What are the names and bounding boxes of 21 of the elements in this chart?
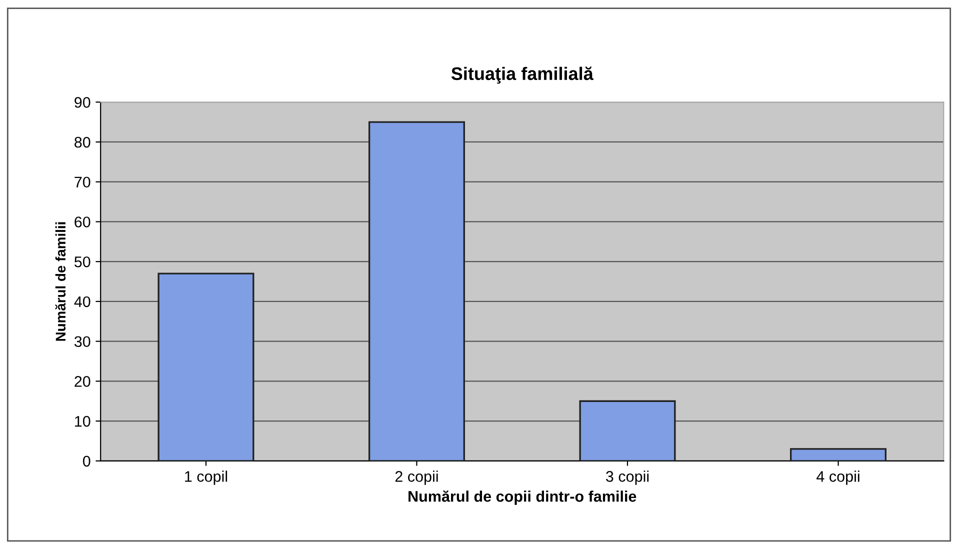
x-tick-label: 2 copii xyxy=(395,470,438,485)
y-tick-label: 90 xyxy=(74,96,90,108)
y-tick-label: 20 xyxy=(74,376,90,387)
y-tick-label: 50 xyxy=(74,256,90,268)
chart-title: Situaţia familială xyxy=(451,66,594,84)
x-tick-label: 3 copii xyxy=(606,470,649,485)
x-tick-label: 4 copii xyxy=(816,470,860,485)
y-tick-label: 10 xyxy=(75,416,90,427)
y-axis-title: Numărul de familii xyxy=(55,222,66,341)
bar xyxy=(790,448,887,461)
y-tick-label: 30 xyxy=(74,336,90,348)
bar xyxy=(158,272,254,461)
y-tick-label: 80 xyxy=(74,136,90,148)
y-tick-label: 40 xyxy=(74,296,90,308)
x-axis-title: Numărul de copii dintr-o familie xyxy=(408,490,636,505)
y-tick-label: 70 xyxy=(74,176,90,188)
x-tick-label: 1 copil xyxy=(185,470,228,485)
bar xyxy=(368,121,465,461)
bar xyxy=(579,400,676,461)
y-tick-label: 60 xyxy=(74,216,90,228)
y-tick-label: 0 xyxy=(82,456,90,467)
